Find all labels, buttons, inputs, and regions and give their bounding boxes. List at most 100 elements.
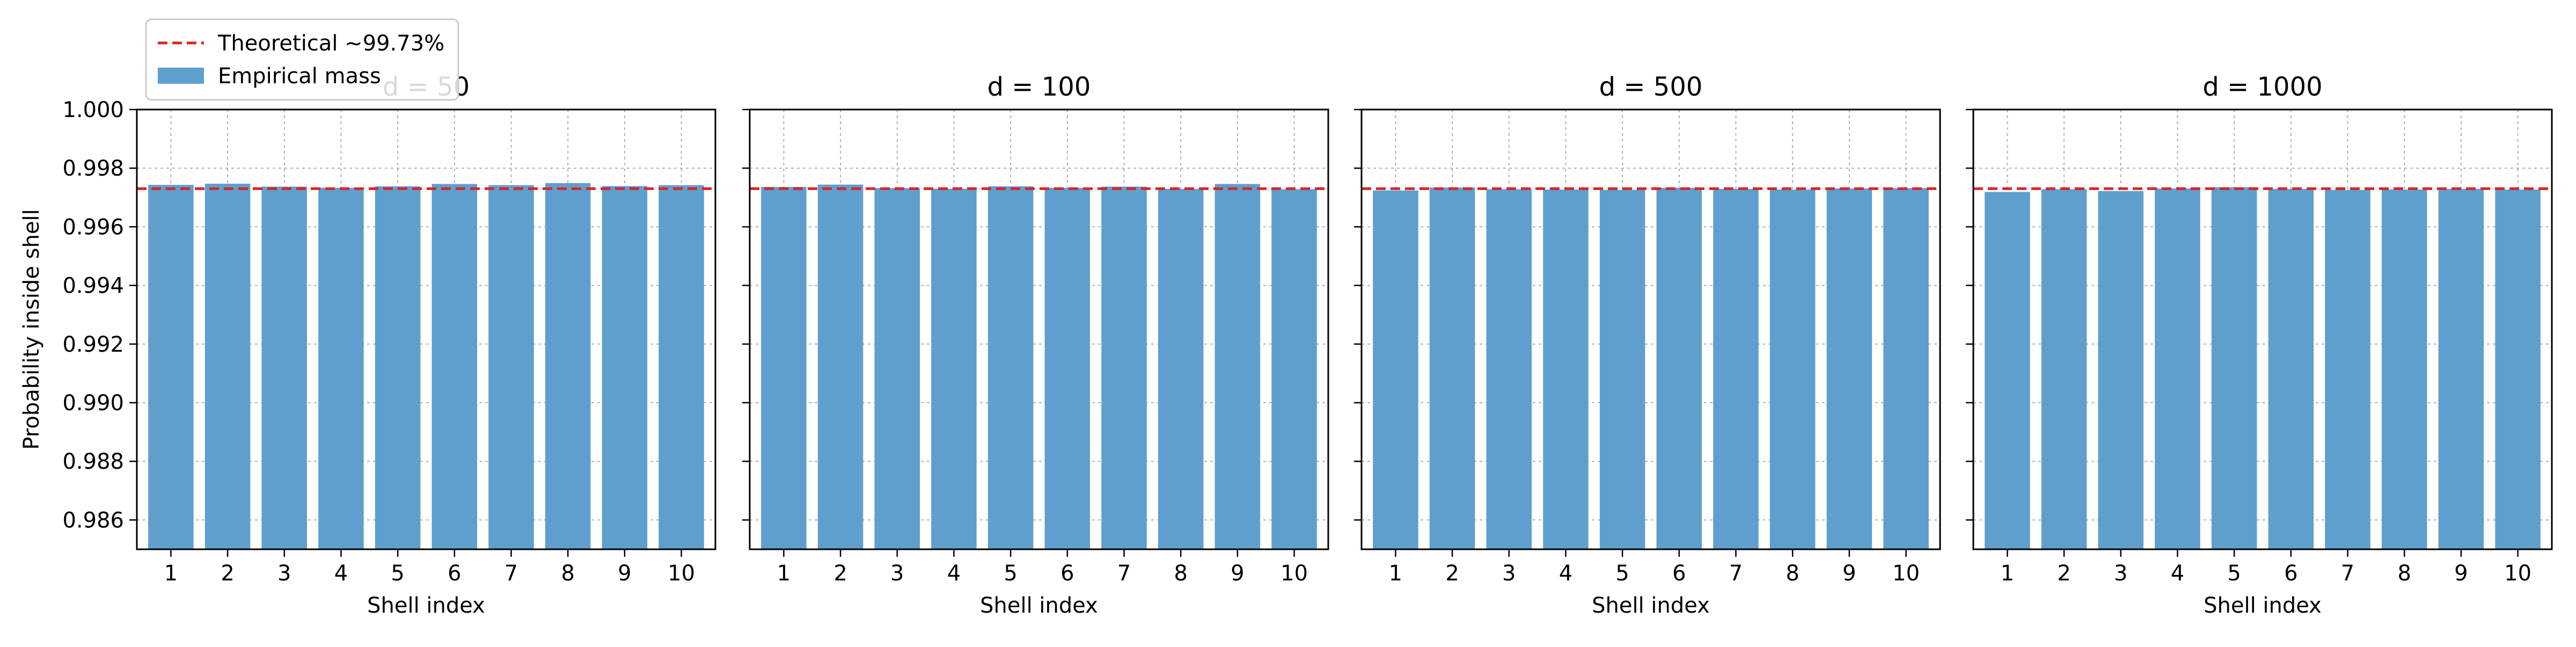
- x-tick-label: 6: [448, 561, 461, 586]
- x-tick-label: 5: [1004, 561, 1017, 586]
- x-tick-label: 6: [1672, 561, 1686, 586]
- legend-swatch-empirical: [158, 68, 204, 84]
- x-tick-label: 1: [2001, 561, 2014, 586]
- bar-shell-1: [148, 185, 194, 549]
- x-tick-label: 9: [2454, 561, 2468, 586]
- x-tick-label: 4: [947, 561, 961, 586]
- bar-shell-10: [658, 185, 704, 549]
- bar-shell-9: [602, 186, 648, 550]
- x-tick-label: 10: [2504, 561, 2531, 586]
- x-tick-label: 9: [1231, 561, 1244, 586]
- bar-shell-8: [545, 183, 591, 549]
- legend-label-empirical: Empirical mass: [218, 64, 381, 89]
- x-tick-label: 7: [1117, 561, 1131, 586]
- x-tick-label: 4: [1559, 561, 1572, 586]
- panel-title: d = 100: [987, 72, 1091, 102]
- bar-shell-5: [987, 186, 1034, 549]
- axes-frame: [1360, 108, 1941, 550]
- bar-shell-6: [1656, 187, 1702, 550]
- bar-shell-3: [2098, 191, 2144, 550]
- panel-3: 1 2 3 4 5 6 7 8 9 10 d = 500 Shell index: [1354, 72, 1941, 618]
- panel-4: 1 2 3 4 5 6 7 8 9 10 d = 1000 Shell index: [1966, 72, 2553, 618]
- panels: 0.986 0.988 0.990 0.992 0.994 0.996 0.998 1.000…: [19, 72, 2553, 618]
- bar-shell-4: [318, 187, 364, 550]
- x-tick-label: 10: [1280, 561, 1308, 586]
- bar-shell-1: [761, 187, 807, 549]
- bar-shell-8: [2381, 190, 2427, 550]
- x-tick-label: 6: [2284, 561, 2297, 586]
- bar-shell-4: [1543, 190, 1589, 550]
- bar-shell-2: [2041, 189, 2087, 550]
- bar-shell-7: [1713, 188, 1759, 549]
- x-tick-label: 2: [221, 561, 234, 586]
- y-axis-label: Probability inside shell: [19, 209, 44, 449]
- axes-frame: [1972, 108, 2553, 550]
- bar-shell-7: [488, 185, 534, 549]
- x-tick-label: 4: [2171, 561, 2184, 586]
- x-tick-label: 4: [334, 561, 348, 586]
- panel-title: d = 500: [1599, 72, 1703, 102]
- bar-shell-1: [1985, 192, 2030, 549]
- x-tick-label: 8: [2397, 561, 2411, 586]
- y-tick-label: 0.996: [62, 215, 124, 239]
- x-tick-label: 2: [833, 561, 847, 586]
- y-tick-label: 0.990: [62, 391, 124, 416]
- x-tick-label: 8: [1785, 561, 1799, 586]
- y-tick-label: 0.992: [62, 332, 124, 357]
- bar-shell-9: [2438, 188, 2484, 549]
- bar-shell-3: [261, 186, 308, 549]
- bar-shell-6: [2268, 188, 2314, 549]
- x-tick-label: 2: [2057, 561, 2070, 586]
- legend-frame: [145, 18, 459, 101]
- bar-shell-8: [1158, 188, 1204, 549]
- y-tick-label: 0.998: [62, 156, 124, 181]
- x-tick-label: 3: [890, 561, 904, 586]
- bar-shell-9: [1214, 184, 1261, 550]
- bar-shell-2: [817, 184, 863, 549]
- panel-2: 1 2 3 4 5 6 7 8 9 10 d = 100 Shell index: [742, 72, 1329, 618]
- bar-shell-1: [1373, 190, 1418, 549]
- bar-shell-4: [2155, 188, 2200, 549]
- legend: Theoretical ~99.73% Empirical mass: [145, 18, 459, 101]
- x-tick-label: 6: [1060, 561, 1074, 586]
- y-tick-label: 0.994: [62, 274, 124, 299]
- x-axis-label: Shell index: [367, 593, 485, 618]
- bar-shell-4: [931, 188, 977, 549]
- axes-frame: [136, 108, 716, 550]
- bar-shell-10: [2495, 190, 2541, 550]
- x-tick-label: 7: [504, 561, 518, 586]
- x-tick-label: 3: [277, 561, 291, 586]
- bar-shell-10: [1271, 189, 1317, 550]
- bar-shell-7: [1101, 186, 1147, 549]
- x-tick-label: 10: [1892, 561, 1920, 586]
- x-axis-label: Shell index: [2204, 593, 2322, 618]
- legend-label-theoretical: Theoretical ~99.73%: [217, 31, 444, 56]
- bar-shell-10: [1883, 188, 1929, 549]
- bar-shell-5: [2211, 187, 2257, 549]
- bar-shell-6: [1044, 187, 1091, 550]
- x-tick-label: 5: [391, 561, 404, 586]
- x-tick-label: 3: [2114, 561, 2127, 586]
- x-tick-label: 5: [2227, 561, 2241, 586]
- x-tick-label: 8: [1174, 561, 1187, 586]
- x-tick-label: 8: [561, 561, 574, 586]
- bar-shell-6: [431, 184, 478, 550]
- y-tick-label: 0.988: [62, 449, 124, 474]
- bar-shell-7: [2325, 190, 2370, 549]
- bar-shell-3: [1486, 189, 1532, 550]
- x-tick-label: 1: [164, 561, 178, 586]
- axes-frame: [749, 108, 1329, 550]
- bar-shell-8: [1769, 190, 1816, 550]
- bar-shell-2: [204, 184, 251, 549]
- x-tick-label: 7: [1729, 561, 1743, 586]
- bar-shell-2: [1429, 187, 1475, 550]
- x-tick-label: 9: [618, 561, 631, 586]
- x-tick-label: 10: [668, 561, 695, 586]
- panel-title: d = 1000: [2202, 72, 2322, 102]
- x-axis-label: Shell index: [980, 593, 1098, 618]
- y-tick-label: 0.986: [62, 508, 124, 533]
- bar-shell-5: [1599, 190, 1645, 549]
- x-axis-label: Shell index: [1592, 593, 1710, 618]
